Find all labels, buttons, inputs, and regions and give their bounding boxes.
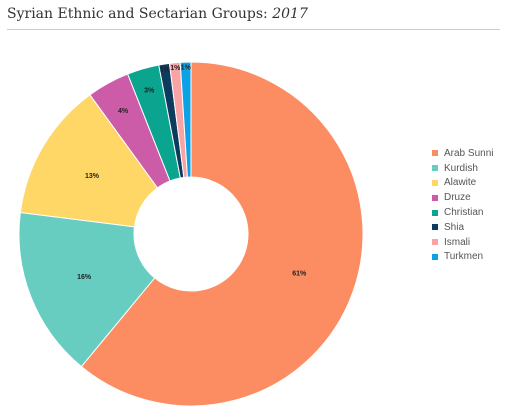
chart-title: Syrian Ethnic and Sectarian Groups: 2017 [7, 6, 308, 22]
title-divider [7, 29, 500, 30]
slice-turkmen [179, 61, 192, 178]
legend-label: Kurdish [444, 162, 478, 174]
slice-label-alawite: 13% [85, 173, 100, 180]
legend-item-arab-sunni: Arab Sunni [432, 146, 493, 161]
legend-swatch [432, 253, 438, 260]
slice-arab-sunni [80, 61, 364, 407]
slice-label-arab-sunni: 61% [292, 270, 307, 277]
slice-label-christian: 3% [144, 87, 155, 94]
legend-swatch [432, 150, 438, 157]
legend-item-turkmen: Turkmen [432, 250, 493, 265]
legend-label: Druze [444, 192, 471, 204]
legend-swatch [432, 179, 438, 186]
legend-item-christian: Christian [432, 205, 493, 220]
slice-label-ismali: 1% [170, 65, 181, 72]
slice-label-turkmen: 1% [181, 65, 192, 72]
legend-item-kurdish: Kurdish [432, 161, 493, 176]
legend-swatch [432, 224, 438, 231]
slice-label-druze: 4% [118, 108, 129, 115]
legend-swatch [432, 239, 438, 246]
slice-kurdish [18, 211, 156, 368]
legend-item-ismali: Ismali [432, 235, 493, 250]
legend-swatch [432, 194, 438, 201]
chart-legend: Arab Sunni Kurdish Alawite Druze Christian Sh… [432, 146, 493, 264]
slice-alawite [19, 94, 159, 228]
legend-swatch [432, 209, 438, 216]
legend-label: Ismali [444, 236, 471, 248]
legend-label: Turkmen [444, 251, 484, 263]
legend-label: Arab Sunni [444, 147, 494, 159]
legend-item-alawite: Alawite [432, 176, 493, 191]
chart-title-year: 2017 [272, 6, 308, 22]
legend-item-druze: Druze [432, 190, 493, 205]
chart-title-main: Syrian Ethnic and Sectarian Groups: [7, 6, 273, 22]
legend-label: Christian [444, 207, 484, 219]
legend-label: Shia [444, 221, 465, 233]
slice-label-kurdish: 16% [77, 274, 92, 281]
legend-swatch [432, 165, 438, 172]
slice-label-shia: 1% [160, 67, 171, 74]
legend-label: Alawite [444, 177, 477, 189]
legend-item-shia: Shia [432, 220, 493, 235]
